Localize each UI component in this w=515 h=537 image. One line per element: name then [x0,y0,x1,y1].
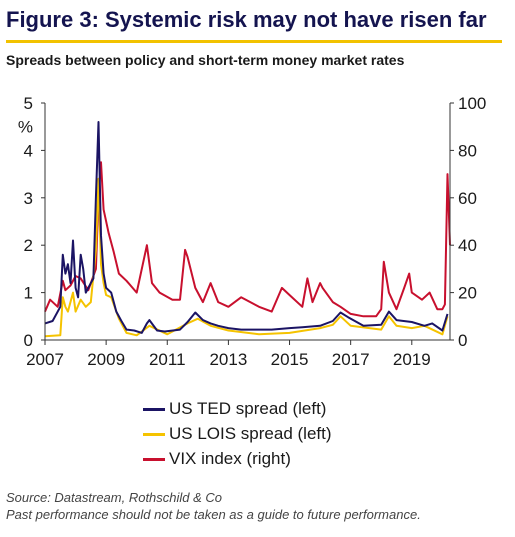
y-left-tick-label: 0 [24,331,33,350]
y-left-unit-label: % [18,118,33,137]
x-tick-label: 2007 [26,350,64,369]
legend-swatch-vix [143,458,165,461]
y-right-tick-label: 100 [458,94,486,113]
y-left-tick-label: 5 [24,94,33,113]
x-tick-label: 2017 [332,350,370,369]
y-left-tick-label: 4 [24,141,33,160]
series-line-us-lois-spread [44,177,449,338]
page-title: Figure 3: Systemic risk may not have ris… [6,7,487,32]
y-right-tick-label: 80 [458,141,477,160]
y-left-tick-label: 3 [24,189,33,208]
x-tick-label: 2013 [209,350,247,369]
x-tick-label: 2011 [149,350,186,369]
y-left-tick-label: 1 [24,284,33,303]
axis-layer: 2007 2009 2011 2013 2015 2017 2019 0 1 2 3 4 5% 0 20 40… [18,94,487,369]
legend-label-lois: US LOIS spread (left) [169,424,332,443]
x-tick-label: 2015 [271,350,309,369]
series-line-us-ted-spread [44,121,449,334]
legend-swatch-ted [143,408,165,411]
x-tick-label: 2009 [87,350,125,369]
chart-subtitle: Spreads between policy and short-term mo… [6,52,405,68]
chart: 2007 2009 2011 2013 2015 2017 2019 0 1 2 3 4 5% 0 20 40… [18,94,487,369]
legend-label-ted: US TED spread (left) [169,399,327,418]
y-right-tick-label: 60 [458,189,477,208]
legend-label-vix: VIX index (right) [169,449,291,468]
x-tick-label: 2019 [393,350,431,369]
legend-swatch-lois [143,433,165,436]
disclaimer-text: Past performance should not be taken as … [6,507,421,522]
title-divider [6,40,502,43]
y-right-tick-label: 20 [458,284,477,303]
source-note: Source: Datastream, Rothschild & Co Past… [6,489,421,523]
series-layer [44,121,451,338]
source-text: Source: Datastream, Rothschild & Co [6,490,223,505]
y-left-tick-label: 2 [24,236,33,255]
y-right-tick-label: 0 [458,331,467,350]
y-right-tick-label: 40 [458,236,477,255]
